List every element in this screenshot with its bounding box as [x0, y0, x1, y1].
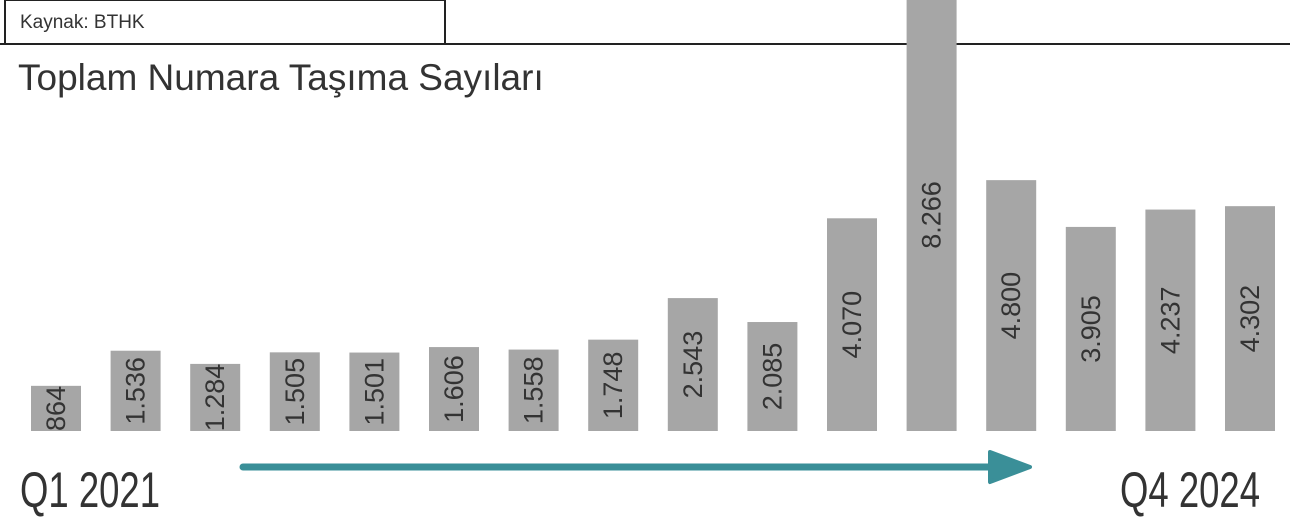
bar: [588, 339, 639, 431]
value-label: 1.748: [598, 352, 628, 420]
value-label: 2.543: [678, 331, 708, 399]
x-tick-label: Q4 2024: [1120, 462, 1260, 518]
bar: [110, 350, 161, 431]
value-label: 3.905: [1076, 295, 1106, 363]
value-label: 864: [41, 386, 71, 431]
value-label: 4.237: [1155, 286, 1185, 354]
bar: [827, 218, 877, 431]
source-box: [4, 0, 446, 45]
bar: [1225, 206, 1275, 431]
bar: [31, 385, 81, 431]
value-label: 8.266: [917, 181, 947, 249]
arrow-head: [988, 450, 1032, 484]
value-label: 1.536: [121, 357, 151, 425]
source: Kaynak: BTHK: [20, 12, 145, 33]
x-tick-label: Q1 2021: [20, 462, 160, 518]
bar: [667, 298, 718, 431]
value-label: 4.070: [837, 291, 867, 359]
value-label: 1.606: [439, 355, 469, 423]
bar: [747, 322, 798, 431]
bar: [986, 180, 1037, 431]
value-label: 1.284: [200, 364, 230, 432]
value-label: 4.302: [1235, 285, 1265, 353]
value-label: 4.800: [996, 272, 1026, 340]
value-label: 1.505: [280, 358, 310, 426]
bar: [508, 349, 559, 431]
bar: [349, 352, 400, 431]
value-label: 1.558: [519, 356, 549, 424]
bar: [1145, 209, 1196, 431]
bar: [269, 352, 320, 431]
value-label: 2.085: [757, 343, 787, 411]
value-label: 1.501: [359, 358, 389, 426]
bar: [190, 363, 241, 431]
chart-title: Toplam Numara Taşıma Sayıları: [18, 57, 544, 98]
bar: [429, 347, 479, 431]
bar: [1065, 226, 1116, 431]
bar: [906, 0, 957, 431]
